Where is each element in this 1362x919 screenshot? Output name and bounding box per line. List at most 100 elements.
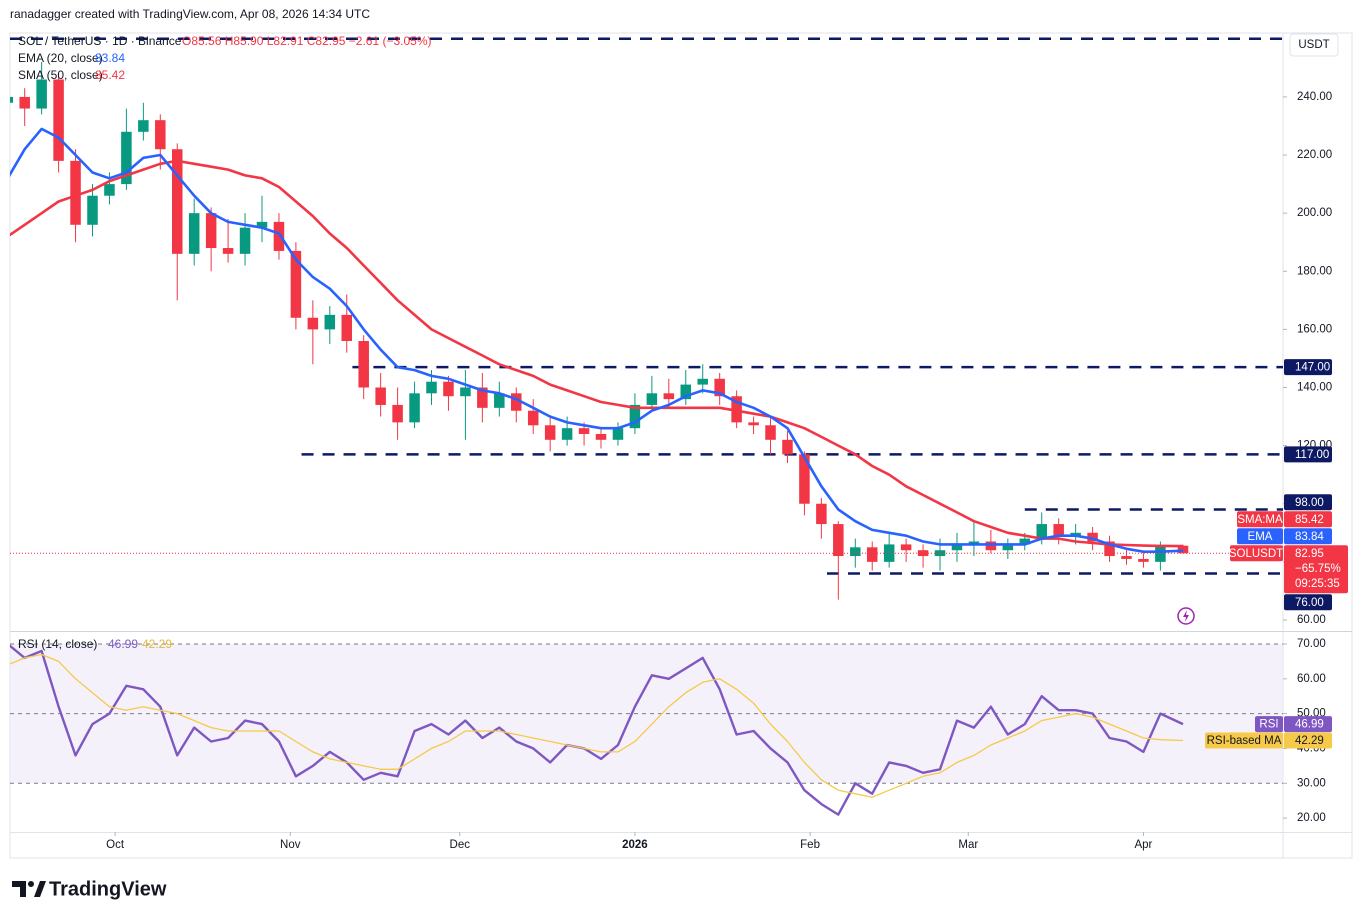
brand-logo: TradingView (12, 878, 167, 900)
candle-body (527, 410, 539, 426)
candle-body (324, 314, 336, 330)
ohlc-values: O85.56 H85.90 L82.91 C82.95 −2.61 (−3.05… (182, 34, 432, 48)
candle-body (612, 428, 624, 440)
x-tick-label: Dec (450, 839, 471, 851)
candle-body (663, 393, 675, 400)
rsi-line (10, 644, 1184, 816)
rsi-legend: RSI (14, close) (18, 637, 97, 651)
price-name-badge-text: SOLUSDT (1229, 548, 1283, 560)
y-tick-label: 160.00 (1297, 323, 1332, 335)
candle-body (494, 393, 505, 408)
ema-legend: EMA (20, close) (18, 51, 103, 65)
candle-body (765, 425, 776, 440)
y-tick-label: 220.00 (1297, 149, 1332, 161)
candle-body (900, 544, 912, 551)
brand-name: TradingView (49, 878, 167, 900)
candle-body (53, 79, 64, 161)
y-tick-label: 60.00 (1297, 614, 1326, 626)
series-name-badge-text: SMA:MA (1237, 514, 1283, 526)
x-tick-label: Apr (1134, 839, 1152, 851)
candle-body (544, 425, 556, 440)
price-change-text: −65.75% (1295, 563, 1341, 575)
candle-body (392, 404, 403, 423)
candle-body (341, 314, 353, 342)
candle-body (409, 393, 420, 423)
candle-body (782, 439, 793, 455)
candle-body (36, 79, 47, 109)
series-name-badge (1237, 528, 1283, 545)
y-tick-label: 200.00 (1297, 207, 1332, 219)
rsi-ma-legend-value: 42.29 (142, 637, 172, 651)
candle-body (985, 541, 997, 551)
candle-body (121, 131, 132, 185)
candle-body (307, 317, 319, 330)
x-tick-label: Feb (800, 839, 820, 851)
candle-body (866, 547, 878, 562)
y-tick-label: 30.00 (1297, 777, 1326, 789)
price-name-badge (1230, 545, 1283, 562)
candle-body (138, 120, 149, 132)
candle-body (629, 404, 641, 429)
level-badge-text: 98.00 (1295, 497, 1324, 509)
alert-icon (1177, 607, 1195, 625)
candle-body (748, 422, 759, 426)
candle-body (697, 378, 708, 385)
x-tick-label: 2026 (622, 839, 648, 851)
price-value-badge (1284, 545, 1348, 594)
rsi-pane (10, 643, 1283, 816)
y-tick-label: 60.00 (1297, 673, 1326, 685)
y-tick-label: 140.00 (1297, 382, 1332, 394)
symbol-title: SOL / TetherUS · 1D · Binance (18, 34, 182, 48)
candle-body (375, 387, 386, 405)
candle-body (477, 387, 488, 408)
candle-body (1019, 538, 1031, 545)
candle-body (460, 387, 471, 397)
candle-body (1177, 545, 1189, 554)
series-name-badge (1237, 511, 1283, 528)
axis-layer: 60.0080.00100.00120.00140.00160.00180.00… (106, 91, 1348, 851)
candle-body (714, 378, 725, 397)
y-tick-label: 20.00 (1297, 812, 1326, 824)
sma-legend-value: 85.42 (95, 68, 125, 82)
rsi-value-badge (1284, 732, 1332, 749)
candle-body (968, 541, 980, 545)
rsi-name-badge-text: RSI (1259, 719, 1278, 731)
candle-body (1036, 524, 1047, 539)
candle-body (799, 454, 810, 504)
candle-body (561, 428, 573, 440)
candle-body (1002, 544, 1014, 551)
price-pane (10, 37, 1283, 600)
rsi-value-badge (1284, 716, 1332, 733)
level-badge (1284, 494, 1332, 511)
candle-body (358, 341, 369, 388)
candle-body (816, 503, 827, 525)
level-badge-text: 147.00 (1295, 362, 1330, 374)
candle-body (917, 550, 929, 557)
candle-body (443, 381, 454, 397)
candle-body (680, 384, 692, 400)
candle-body (1138, 558, 1149, 562)
candle-body (188, 213, 200, 254)
candle-body (70, 160, 81, 225)
candle-body (1053, 524, 1064, 536)
candle-body (595, 433, 607, 440)
candle-body (951, 544, 963, 551)
rsi-name-badge (1255, 716, 1283, 733)
attribution: ranadagger created with TradingView.com,… (10, 7, 370, 21)
rsi-line (10, 653, 1184, 798)
x-tick-label: Nov (280, 839, 301, 851)
candle-body (205, 213, 217, 249)
ma-line (10, 127, 1184, 553)
candle-body (426, 381, 437, 394)
rsi-name-badge (1205, 732, 1283, 749)
candle-body (239, 227, 251, 254)
price-unit: USDT (1298, 39, 1329, 51)
series-value-badge (1284, 511, 1332, 528)
rsi-value-badge-text: 42.29 (1295, 735, 1324, 747)
candle-body (222, 248, 234, 254)
level-badge (1284, 359, 1332, 376)
candle-body (833, 524, 844, 557)
ma-line (10, 159, 1184, 548)
series-value-badge-text: 85.42 (1295, 514, 1324, 526)
